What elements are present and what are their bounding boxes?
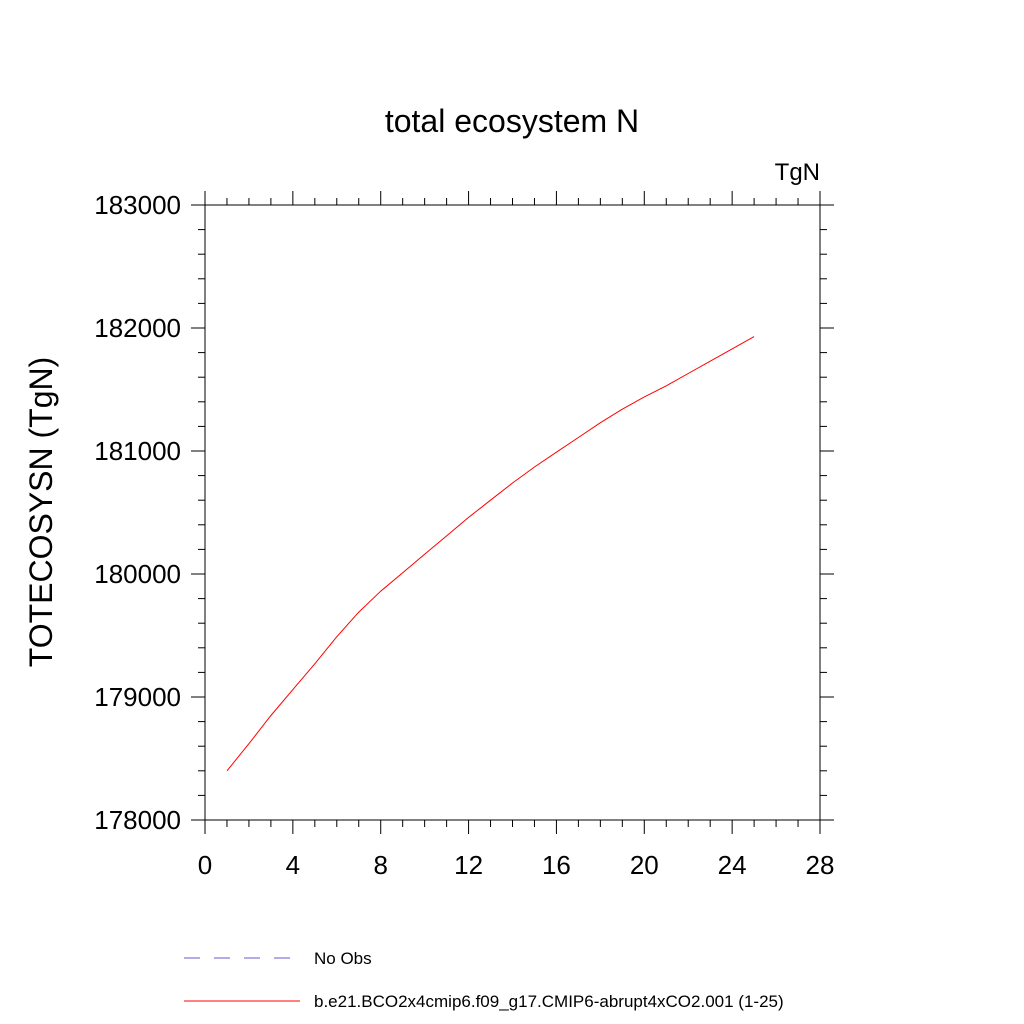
plot-frame <box>204 204 821 821</box>
x-tick-label: 12 <box>454 850 483 880</box>
y-tick-labels: 178000 179000 180000 181000 182000 183000 <box>94 190 181 835</box>
x-tick-label: 0 <box>198 850 212 880</box>
chart-title: total ecosystem N <box>385 103 639 139</box>
y-tick-label: 182000 <box>94 313 181 343</box>
x-tick-label: 16 <box>542 850 571 880</box>
minor-ticks <box>198 198 827 827</box>
y-tick-label: 178000 <box>94 805 181 835</box>
x-tick-label: 28 <box>806 850 835 880</box>
y-tick-label: 179000 <box>94 682 181 712</box>
x-tick-label: 20 <box>630 850 659 880</box>
y-tick-label: 180000 <box>94 559 181 589</box>
major-ticks <box>191 191 834 834</box>
units-label: TgN <box>775 159 820 186</box>
y-tick-label: 183000 <box>94 190 181 220</box>
legend-label: b.e21.BCO2x4cmip6.f09_g17.CMIP6-abrupt4x… <box>314 992 784 1011</box>
legend: No Obs b.e21.BCO2x4cmip6.f09_g17.CMIP6-ab… <box>184 949 784 1011</box>
y-axis-label: TOTECOSYSN (TgN) <box>23 357 59 668</box>
legend-label: No Obs <box>314 949 372 968</box>
x-tick-label: 4 <box>286 850 300 880</box>
x-tick-labels: 0 4 8 12 16 20 24 28 <box>198 850 835 880</box>
x-tick-label: 24 <box>718 850 747 880</box>
series-line <box>226 336 755 772</box>
y-tick-label: 181000 <box>94 436 181 466</box>
x-tick-label: 8 <box>373 850 387 880</box>
series-layer <box>226 336 755 772</box>
